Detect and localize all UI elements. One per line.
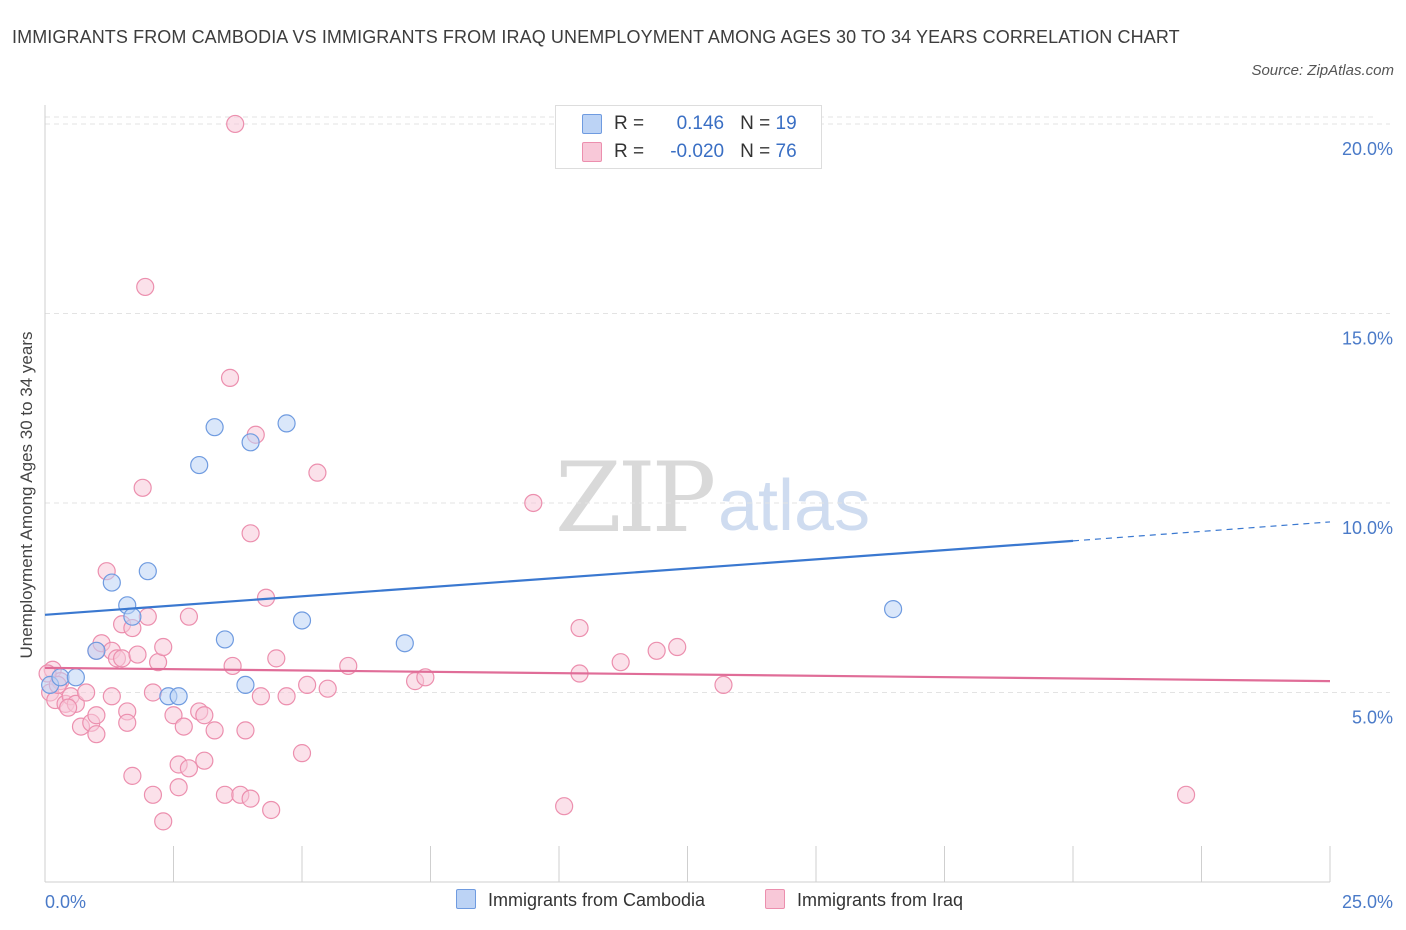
cambodia-point <box>138 562 157 581</box>
iraq-point <box>87 725 106 744</box>
cambodia-swatch <box>582 113 602 134</box>
y-tick-label: 20.0% <box>1342 139 1393 159</box>
iraq-point <box>77 683 96 702</box>
y-tick-label: 15.0% <box>1342 328 1393 348</box>
cambodia-point <box>292 611 312 630</box>
legend-n-label: N = <box>740 113 771 134</box>
x-tick-label: 0.0% <box>45 892 86 912</box>
iraq-point <box>226 114 245 134</box>
iraq-point <box>714 675 733 695</box>
cambodia-swatch <box>456 889 476 910</box>
bottom-legend-cambodia: Immigrants from Cambodia <box>456 889 706 911</box>
legend-n-label: N = <box>740 141 771 162</box>
legend-row-iraq: R = -0.020 N = 76 <box>582 139 797 165</box>
cambodia-trend-line <box>44 539 1074 616</box>
iraq-point <box>262 800 281 820</box>
iraq-point <box>128 645 147 664</box>
iraq-point <box>143 785 163 804</box>
cambodia-point <box>169 687 188 706</box>
iraq-point <box>138 607 157 626</box>
bottom-legend-iraq-label: Immigrants from Iraq <box>797 890 964 910</box>
source-label: Source: ZipAtlas.com <box>1251 62 1394 79</box>
iraq-point <box>292 744 312 763</box>
iraq-point <box>241 789 260 808</box>
bottom-legend-cambodia-label: Immigrants from Cambodia <box>488 890 706 910</box>
iraq-point <box>154 812 173 831</box>
iraq-point <box>87 706 106 725</box>
cambodia-point <box>277 414 296 433</box>
legend-n-value: 76 <box>775 141 797 162</box>
iraq-point <box>174 717 193 736</box>
y-tick-label: 10.0% <box>1342 518 1393 538</box>
iraq-point <box>570 618 589 638</box>
cambodia-trend-extension <box>1072 521 1331 542</box>
iraq-point <box>102 687 121 706</box>
y-axis-label: Unemployment Among Ages 30 to 34 years <box>17 332 36 659</box>
cambodia-point <box>205 418 224 437</box>
y-tick-label: 5.0% <box>1352 707 1393 727</box>
watermark-zip: ZIP <box>555 442 716 554</box>
iraq-point <box>308 463 327 482</box>
iraq-point <box>236 721 255 740</box>
chart-title: IMMIGRANTS FROM CAMBODIA VS IMMIGRANTS F… <box>12 27 1180 47</box>
iraq-point <box>112 649 132 668</box>
iraq-point <box>118 713 137 732</box>
iraq-point <box>220 368 240 387</box>
cambodia-point <box>190 455 209 475</box>
iraq-point <box>123 766 142 785</box>
iraq-point <box>267 649 286 668</box>
legend-r-label: R = <box>614 141 645 162</box>
cambodia-point <box>236 675 255 695</box>
cambodia-point <box>87 641 106 660</box>
legend-r-label: R = <box>614 113 645 134</box>
iraq-point <box>668 637 687 657</box>
cambodia-point <box>883 600 903 619</box>
watermark-atlas: atlas <box>718 466 871 546</box>
iraq-point <box>59 698 78 717</box>
cambodia-point <box>51 668 70 687</box>
iraq-swatch <box>582 141 602 162</box>
iraq-point <box>179 759 199 778</box>
iraq-point <box>1176 785 1196 804</box>
iraq-trend-line <box>44 666 1331 683</box>
iraq-point <box>277 687 296 706</box>
iraq-point <box>154 637 173 657</box>
iraq-point <box>298 675 317 695</box>
cambodia-point <box>66 668 85 687</box>
iraq-point <box>555 797 574 816</box>
cambodia-point <box>123 607 142 626</box>
iraq-point <box>223 656 242 676</box>
cambodia-point <box>241 433 260 452</box>
iraq-point <box>524 493 543 513</box>
x-tick-label: 25.0% <box>1342 892 1393 912</box>
iraq-point <box>133 478 152 497</box>
iraq-point <box>205 721 224 740</box>
iraq-point <box>195 706 214 725</box>
correlation-legend: R = 0.146 N = 19 R = -0.020 N = 76 <box>555 105 822 169</box>
cambodia-point <box>395 634 414 653</box>
iraq-point <box>647 641 666 660</box>
iraq-point <box>215 785 234 804</box>
iraq-point <box>318 679 337 698</box>
iraq-point <box>241 524 260 543</box>
iraq-point <box>179 607 199 626</box>
bottom-legend-iraq: Immigrants from Iraq <box>765 889 964 911</box>
iraq-point <box>251 687 270 706</box>
iraq-point <box>195 751 214 770</box>
iraq-point <box>611 653 630 672</box>
iraq-point <box>136 277 155 297</box>
cambodia-point <box>215 630 234 649</box>
iraq-point <box>169 778 188 797</box>
iraq-swatch <box>765 889 785 910</box>
iraq-point <box>416 668 435 687</box>
iraq-point <box>143 683 163 702</box>
legend-row-cambodia: R = 0.146 N = 19 <box>582 111 797 137</box>
legend-r-value: -0.020 <box>670 141 725 162</box>
legend-n-value: 19 <box>775 113 797 134</box>
legend-r-value: 0.146 <box>676 113 725 134</box>
iraq-point <box>164 706 183 725</box>
cambodia-point <box>102 573 121 592</box>
